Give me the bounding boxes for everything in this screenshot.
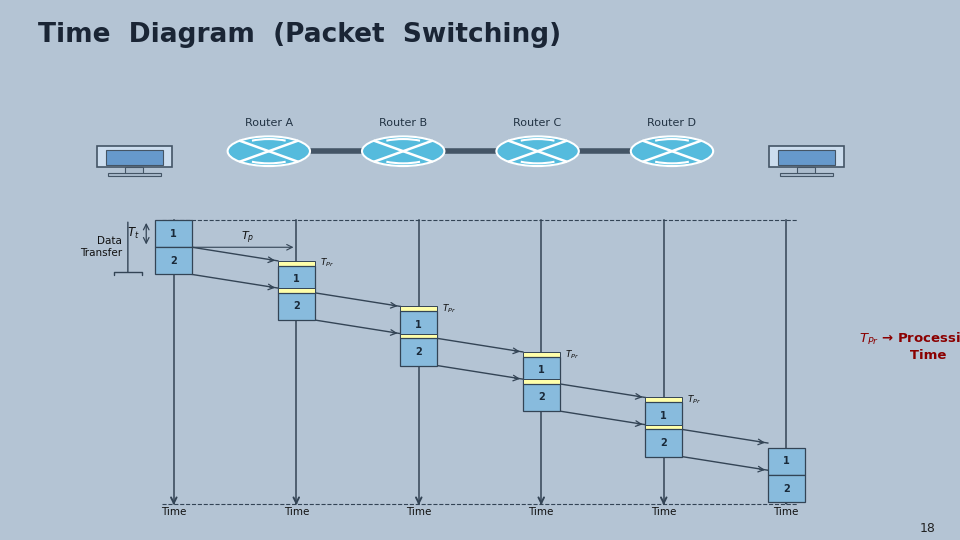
- Text: Router C: Router C: [514, 118, 562, 128]
- Circle shape: [228, 136, 310, 166]
- Bar: [400, 334, 437, 339]
- Text: $T_t$: $T_t$: [128, 226, 140, 241]
- Text: Time: Time: [774, 507, 799, 517]
- Text: 1: 1: [293, 274, 300, 284]
- Bar: [768, 448, 804, 475]
- Bar: [523, 352, 560, 357]
- Bar: [778, 150, 835, 165]
- Bar: [645, 429, 683, 457]
- Text: 2: 2: [416, 347, 422, 357]
- Bar: [798, 166, 815, 174]
- Bar: [645, 397, 683, 402]
- Bar: [645, 424, 683, 429]
- Text: 1: 1: [660, 411, 667, 421]
- Text: Router D: Router D: [647, 118, 697, 128]
- Text: $T_{Pr}$: $T_{Pr}$: [687, 394, 701, 406]
- Text: 2: 2: [538, 393, 544, 402]
- Bar: [108, 173, 160, 176]
- Bar: [97, 146, 172, 167]
- Text: Time  Diagram  (Packet  Switching): Time Diagram (Packet Switching): [38, 22, 562, 48]
- Text: Router B: Router B: [379, 118, 427, 128]
- Bar: [277, 261, 315, 266]
- Text: $T_{Pr}$: $T_{Pr}$: [442, 302, 456, 315]
- Bar: [156, 247, 192, 274]
- Text: Time: Time: [161, 507, 186, 517]
- Circle shape: [631, 136, 713, 166]
- Bar: [400, 311, 437, 339]
- Bar: [523, 357, 560, 384]
- Text: $T_{Pr}$: $T_{Pr}$: [564, 348, 579, 361]
- Text: 2: 2: [660, 438, 667, 448]
- Bar: [277, 288, 315, 293]
- Text: 1: 1: [416, 320, 422, 330]
- Bar: [400, 339, 437, 366]
- Bar: [780, 173, 832, 176]
- Circle shape: [496, 136, 579, 166]
- Text: 1: 1: [538, 365, 544, 375]
- Bar: [106, 150, 163, 165]
- Bar: [768, 475, 804, 502]
- Text: 2: 2: [171, 256, 178, 266]
- Text: Data
Transfer: Data Transfer: [80, 237, 122, 258]
- Text: $T_{Pr}$ → Processing
           Time: $T_{Pr}$ → Processing Time: [859, 329, 960, 362]
- Bar: [769, 146, 844, 167]
- Text: Time: Time: [651, 507, 677, 517]
- Bar: [277, 266, 315, 293]
- Text: Time: Time: [529, 507, 554, 517]
- Bar: [277, 293, 315, 320]
- Bar: [156, 220, 192, 247]
- Text: $T_p$: $T_p$: [241, 230, 254, 246]
- Text: Time: Time: [406, 507, 431, 517]
- Bar: [645, 402, 683, 429]
- Text: 1: 1: [171, 228, 178, 239]
- Text: Time: Time: [283, 507, 309, 517]
- Text: 1: 1: [782, 456, 789, 467]
- Text: Router A: Router A: [245, 118, 293, 128]
- Text: 18: 18: [920, 522, 936, 535]
- Circle shape: [362, 136, 444, 166]
- Bar: [523, 384, 560, 411]
- Bar: [523, 379, 560, 384]
- Bar: [400, 306, 437, 311]
- Text: 2: 2: [293, 301, 300, 312]
- Text: 2: 2: [782, 483, 789, 494]
- Text: $T_{Pr}$: $T_{Pr}$: [320, 257, 334, 269]
- Bar: [126, 166, 143, 174]
